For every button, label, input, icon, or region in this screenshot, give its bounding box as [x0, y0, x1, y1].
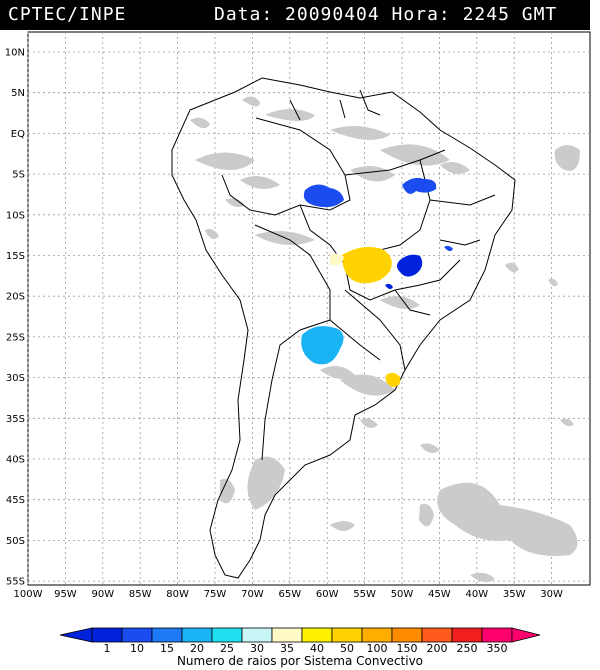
storm-cell: [385, 372, 401, 387]
colorbar-labels: 1 10 15 20 25 30 35 40 50 100 150 200 250 350: [104, 642, 508, 654]
lat-label: 10S: [6, 210, 25, 221]
storm-cell: [330, 253, 344, 266]
lon-label: 95W: [54, 589, 77, 600]
colorbar-swatch: [91, 627, 123, 643]
lon-label: 65W: [278, 589, 301, 600]
source-label: CPTEC/INPE: [8, 4, 127, 25]
lon-label: 60W: [316, 589, 339, 600]
lat-label: 5N: [11, 88, 25, 99]
lon-label: 90W: [91, 589, 114, 600]
lon-label: 85W: [129, 589, 152, 600]
lat-label: 20S: [6, 292, 25, 303]
storm-cell: [397, 254, 423, 277]
latitude-labels: 10N 5N EQ 5S 10S 15S 20S 25S 30S 35S 40S 45S 50S 55S: [5, 48, 25, 588]
storm-cell: [444, 245, 453, 252]
lon-label: 40W: [465, 589, 488, 600]
colorbar-swatch: [241, 627, 273, 643]
colorbar-swatch: [271, 627, 303, 643]
colorbar-level-label: 1: [104, 642, 111, 654]
map-header: CPTEC/INPE Data: 20090404 Hora: 2245 GMT: [0, 0, 590, 30]
storm-cell: [385, 283, 393, 290]
convective-systems: [301, 177, 453, 387]
map-frame: [27, 31, 591, 586]
lon-label: 100W: [14, 589, 43, 600]
colorbar-swatch: [391, 627, 423, 643]
colorbar-level-label: 30: [250, 642, 264, 654]
colorbar-swatch: [421, 627, 453, 643]
lat-label: 15S: [6, 251, 25, 262]
colorbar-level-label: 50: [340, 642, 354, 654]
lat-label: EQ: [11, 129, 25, 140]
lon-label: 55W: [353, 589, 376, 600]
colorbar-level-label: 20: [190, 642, 204, 654]
colorbar-left-arrow: [59, 627, 93, 643]
colorbar-level-label: 350: [487, 642, 508, 654]
lat-label: 50S: [6, 536, 25, 547]
storm-cell: [342, 247, 392, 284]
colorbar-level-label: 100: [367, 642, 388, 654]
colorbar-swatch: [121, 627, 153, 643]
colorbar-swatch: [301, 627, 333, 643]
colorbar-swatch: [331, 627, 363, 643]
lon-label: 45W: [428, 589, 451, 600]
lon-label: 80W: [166, 589, 189, 600]
lon-label: 70W: [241, 589, 264, 600]
colorbar-level-label: 15: [160, 642, 174, 654]
colorbar-swatch: [211, 627, 243, 643]
lat-label: 45S: [6, 495, 25, 506]
lat-label: 25S: [6, 332, 25, 343]
lat-label: 40S: [6, 455, 25, 466]
colorbar-boxes: [59, 627, 541, 643]
lon-label: 30W: [540, 589, 563, 600]
colorbar-swatch: [451, 627, 483, 643]
colorbar: 1 10 15 20 25 30 35 40 50 100 150 200 250 350: [59, 627, 541, 654]
colorbar-swatch: [151, 627, 183, 643]
colorbar-level-label: 150: [397, 642, 418, 654]
colorbar-level-label: 40: [310, 642, 324, 654]
longitude-labels: 100W 95W 90W 85W 80W 75W 70W 65W 60W 55W 50W 45W 40W…: [14, 589, 564, 600]
lon-label: 50W: [391, 589, 414, 600]
colorbar-level-label: 250: [457, 642, 478, 654]
colorbar-swatch: [361, 627, 393, 643]
lat-label: 55S: [6, 577, 25, 588]
datetime-label: Data: 20090404 Hora: 2245 GMT: [214, 4, 558, 25]
storm-cell: [402, 177, 437, 194]
lat-label: 5S: [12, 170, 25, 181]
lat-label: 35S: [6, 414, 25, 425]
storm-cell: [303, 184, 344, 208]
lon-label: 35W: [503, 589, 526, 600]
colorbar-level-label: 10: [130, 642, 144, 654]
lat-label: 30S: [6, 373, 25, 384]
colorbar-level-label: 35: [280, 642, 294, 654]
coastline: [171, 77, 516, 579]
storm-cell: [301, 326, 344, 365]
lat-label: 10N: [5, 48, 25, 59]
colorbar-swatch: [481, 627, 513, 643]
colorbar-right-arrow: [511, 627, 541, 643]
cloud-cover: [190, 96, 580, 583]
colorbar-swatch: [181, 627, 213, 643]
lon-label: 75W: [204, 589, 227, 600]
lightning-map: 10N5NEQ5S10S15S20S25S30S35S40S45S50S55S …: [5, 31, 591, 600]
colorbar-level-label: 200: [427, 642, 448, 654]
colorbar-caption: Numero de raios por Sistema Convectivo: [176, 654, 424, 668]
colorbar-level-label: 25: [220, 642, 234, 654]
